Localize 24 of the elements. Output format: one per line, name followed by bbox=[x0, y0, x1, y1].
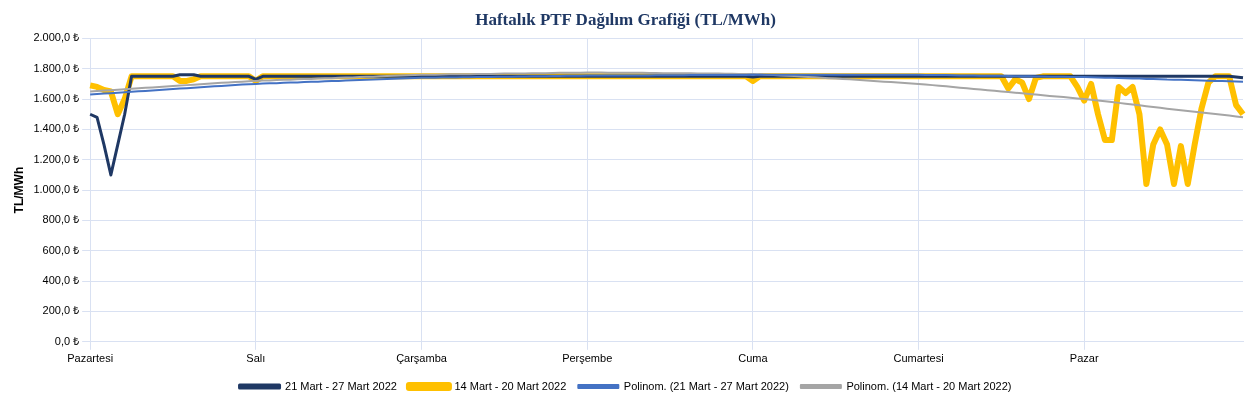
x-tick-label: Cuma bbox=[738, 352, 769, 365]
y-tick-label: 600,0 ₺ bbox=[42, 243, 80, 256]
x-tick-label: Çarşamba bbox=[396, 352, 448, 365]
y-tick-label: 800,0 ₺ bbox=[42, 213, 80, 226]
y-tick-label: 2.000,0 ₺ bbox=[33, 31, 80, 44]
y-tick-label: 1.200,0 ₺ bbox=[33, 152, 80, 165]
legend-label: 14 Mart - 20 Mart 2022 bbox=[454, 379, 567, 392]
y-tick-label: 0,0 ₺ bbox=[54, 334, 80, 347]
legend-label: Polinom. (21 Mart - 27 Mart 2022) bbox=[623, 379, 789, 392]
y-tick-label: 200,0 ₺ bbox=[42, 304, 80, 317]
y-axis-title: TL/MWh bbox=[11, 166, 26, 214]
y-tick-label: 400,0 ₺ bbox=[42, 274, 80, 287]
x-tick-label: Pazartesi bbox=[67, 352, 114, 365]
x-tick-label: Cumartesi bbox=[893, 352, 944, 365]
y-tick-label: 1.800,0 ₺ bbox=[33, 61, 80, 74]
legend-label: Polinom. (14 Mart - 20 Mart 2022) bbox=[846, 379, 1012, 392]
y-tick-label: 1.000,0 ₺ bbox=[33, 183, 80, 196]
chart-title: Haftalık PTF Dağılım Grafiği (TL/MWh) bbox=[475, 9, 776, 29]
y-tick-label: 1.600,0 ₺ bbox=[33, 92, 80, 105]
legend-label: 21 Mart - 27 Mart 2022 bbox=[285, 379, 397, 392]
x-tick-label: Pazar bbox=[1069, 352, 1099, 365]
y-tick-label: 1.400,0 ₺ bbox=[33, 122, 80, 135]
x-tick-label: Salı bbox=[246, 352, 266, 365]
x-tick-label: Perşembe bbox=[562, 352, 613, 365]
